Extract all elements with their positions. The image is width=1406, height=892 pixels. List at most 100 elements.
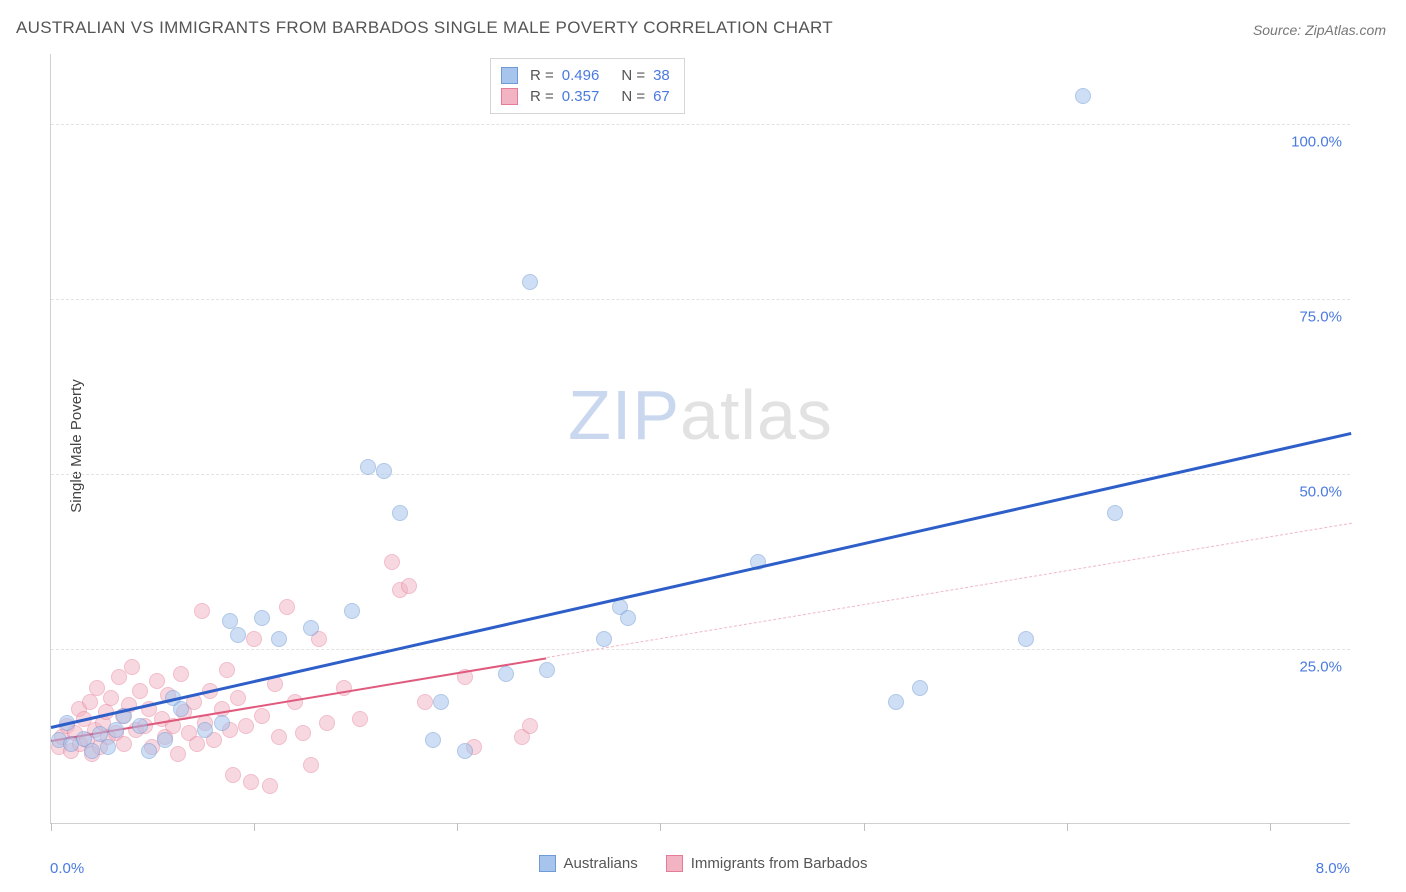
- scatter-point-australians: [1075, 88, 1091, 104]
- x-tick: [51, 823, 52, 831]
- y-tick-label: 25.0%: [1299, 659, 1342, 676]
- trend-line-barbados: [547, 523, 1352, 658]
- scatter-point-barbados: [254, 708, 270, 724]
- scatter-point-australians: [392, 505, 408, 521]
- watermark-atlas: atlas: [680, 376, 833, 454]
- x-tick: [864, 823, 865, 831]
- scatter-point-barbados: [246, 631, 262, 647]
- scatter-point-barbados: [384, 554, 400, 570]
- scatter-point-barbados: [132, 683, 148, 699]
- scatter-point-barbados: [238, 718, 254, 734]
- scatter-point-australians: [425, 732, 441, 748]
- n-value-australians: 38: [653, 67, 670, 84]
- r-value-barbados: 0.357: [562, 88, 600, 105]
- scatter-point-barbados: [295, 725, 311, 741]
- scatter-point-australians: [254, 610, 270, 626]
- scatter-point-barbados: [417, 694, 433, 710]
- x-tick: [1067, 823, 1068, 831]
- scatter-point-australians: [539, 662, 555, 678]
- y-tick-label: 75.0%: [1299, 309, 1342, 326]
- scatter-point-barbados: [124, 659, 140, 675]
- scatter-point-australians: [912, 680, 928, 696]
- scatter-point-barbados: [89, 680, 105, 696]
- n-value-barbados: 67: [653, 88, 670, 105]
- swatch-australians: [539, 855, 556, 872]
- scatter-point-barbados: [219, 662, 235, 678]
- scatter-point-australians: [271, 631, 287, 647]
- r-label: R =: [530, 88, 554, 105]
- scatter-point-barbados: [401, 578, 417, 594]
- x-axis-min-label: 0.0%: [50, 860, 84, 877]
- legend-row-australians: R = 0.496 N = 38: [501, 65, 670, 86]
- scatter-point-australians: [230, 627, 246, 643]
- scatter-point-australians: [498, 666, 514, 682]
- scatter-point-australians: [522, 274, 538, 290]
- scatter-point-australians: [141, 743, 157, 759]
- legend-row-barbados: R = 0.357 N = 67: [501, 86, 670, 107]
- scatter-point-australians: [376, 463, 392, 479]
- scatter-point-barbados: [189, 736, 205, 752]
- watermark: ZIPatlas: [568, 375, 833, 455]
- scatter-point-barbados: [243, 774, 259, 790]
- x-tick: [1270, 823, 1271, 831]
- legend-correlation: R = 0.496 N = 38 R = 0.357 N = 67: [490, 58, 685, 114]
- scatter-point-barbados: [116, 736, 132, 752]
- scatter-point-australians: [84, 743, 100, 759]
- source-attribution: Source: ZipAtlas.com: [1253, 22, 1386, 38]
- scatter-point-australians: [888, 694, 904, 710]
- scatter-point-australians: [433, 694, 449, 710]
- chart-title: AUSTRALIAN VS IMMIGRANTS FROM BARBADOS S…: [16, 18, 833, 38]
- scatter-point-australians: [173, 701, 189, 717]
- y-tick-label: 100.0%: [1291, 134, 1342, 151]
- scatter-point-barbados: [352, 711, 368, 727]
- scatter-point-barbados: [170, 746, 186, 762]
- x-tick: [457, 823, 458, 831]
- scatter-point-barbados: [111, 669, 127, 685]
- scatter-point-australians: [1107, 505, 1123, 521]
- trend-line-australians: [51, 432, 1352, 729]
- chart-container: AUSTRALIAN VS IMMIGRANTS FROM BARBADOS S…: [0, 0, 1406, 892]
- scatter-point-australians: [100, 739, 116, 755]
- n-label: N =: [621, 88, 645, 105]
- scatter-point-barbados: [149, 673, 165, 689]
- scatter-point-australians: [132, 718, 148, 734]
- gridline: [51, 299, 1350, 300]
- scatter-point-barbados: [194, 603, 210, 619]
- scatter-point-barbados: [319, 715, 335, 731]
- scatter-point-barbados: [271, 729, 287, 745]
- y-tick-label: 50.0%: [1299, 484, 1342, 501]
- r-value-australians: 0.496: [562, 67, 600, 84]
- scatter-point-barbados: [82, 694, 98, 710]
- x-axis-max-label: 8.0%: [1316, 860, 1350, 877]
- x-tick: [254, 823, 255, 831]
- scatter-point-australians: [214, 715, 230, 731]
- watermark-zip: ZIP: [568, 376, 680, 454]
- gridline: [51, 124, 1350, 125]
- scatter-point-australians: [360, 459, 376, 475]
- x-tick: [660, 823, 661, 831]
- n-label: N =: [621, 67, 645, 84]
- scatter-point-australians: [108, 722, 124, 738]
- scatter-point-australians: [596, 631, 612, 647]
- swatch-barbados: [501, 88, 518, 105]
- scatter-point-barbados: [262, 778, 278, 794]
- swatch-australians: [501, 67, 518, 84]
- scatter-point-australians: [620, 610, 636, 626]
- scatter-point-australians: [157, 732, 173, 748]
- legend-series: Australians Immigrants from Barbados: [0, 855, 1406, 872]
- scatter-point-australians: [1018, 631, 1034, 647]
- scatter-point-australians: [457, 743, 473, 759]
- legend-label-australians: Australians: [564, 855, 638, 872]
- scatter-point-australians: [303, 620, 319, 636]
- plot-area: ZIPatlas 25.0% 50.0% 75.0% 100.0%: [50, 54, 1350, 824]
- scatter-point-australians: [197, 722, 213, 738]
- scatter-point-barbados: [103, 690, 119, 706]
- scatter-point-barbados: [173, 666, 189, 682]
- scatter-point-barbados: [230, 690, 246, 706]
- legend-item-australians: Australians: [539, 855, 638, 872]
- r-label: R =: [530, 67, 554, 84]
- swatch-barbados: [666, 855, 683, 872]
- gridline: [51, 474, 1350, 475]
- gridline: [51, 649, 1350, 650]
- scatter-point-barbados: [303, 757, 319, 773]
